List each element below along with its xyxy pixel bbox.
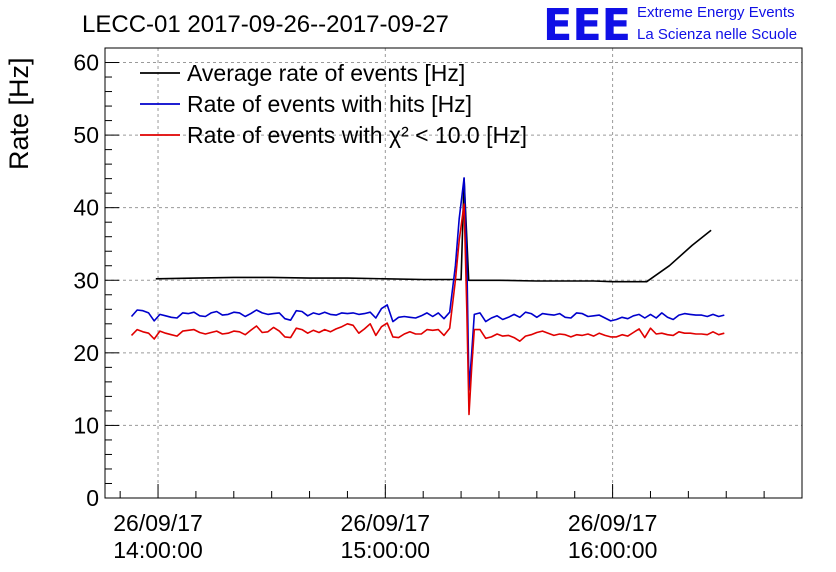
series-line-3 — [130, 203, 725, 416]
plot-frame — [104, 47, 803, 499]
y-tick-label: 60 — [73, 50, 99, 76]
y-axis-label: Rate [Hz] — [4, 57, 34, 170]
y-tick-label: 0 — [86, 485, 99, 511]
legend-label-3: Rate of events with χ² < 10.0 [Hz] — [187, 122, 527, 148]
legend-label-1: Average rate of events [Hz] — [187, 60, 465, 86]
series-line-2 — [130, 177, 725, 391]
logo-line-2: La Scienza nelle Scuole — [637, 26, 797, 43]
logo-mark: EEE — [543, 0, 631, 51]
y-tick-label: 10 — [73, 412, 99, 438]
x-tick-label-date: 26/09/17 — [341, 510, 431, 536]
y-tick-label: 30 — [73, 267, 99, 293]
tick-labels: 010203040506026/09/1714:00:0026/09/1715:… — [73, 50, 657, 563]
x-tick-label-date: 26/09/17 — [568, 510, 658, 536]
x-tick-label-time: 15:00:00 — [341, 537, 431, 563]
chart-title: LECC-01 2017-09-26--2017-09-27 — [82, 11, 449, 38]
y-tick-label: 50 — [73, 122, 99, 148]
y-tick-label: 40 — [73, 195, 99, 221]
series-lines — [130, 177, 725, 416]
logo-line-1: Extreme Energy Events — [637, 4, 795, 21]
axes — [104, 47, 803, 499]
legend-label-2: Rate of events with hits [Hz] — [187, 91, 472, 117]
y-tick-label: 20 — [73, 340, 99, 366]
x-tick-label-date: 26/09/17 — [113, 510, 203, 536]
x-tick-label-time: 14:00:00 — [113, 537, 203, 563]
eee-logo: EEE Extreme Energy Events La Scienza nel… — [543, 0, 797, 51]
legend: Average rate of events [Hz] Rate of event… — [140, 60, 527, 148]
x-tick-label-time: 16:00:00 — [568, 537, 658, 563]
